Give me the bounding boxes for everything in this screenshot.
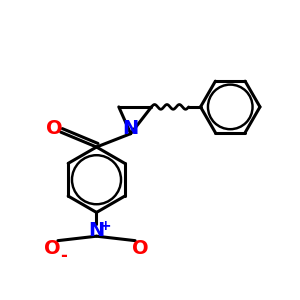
Text: O: O (46, 119, 63, 138)
Text: N: N (88, 221, 105, 240)
Text: O: O (44, 238, 61, 258)
Text: N: N (123, 119, 139, 138)
Text: O: O (132, 238, 149, 258)
Text: -: - (60, 247, 67, 265)
Text: +: + (99, 219, 111, 233)
